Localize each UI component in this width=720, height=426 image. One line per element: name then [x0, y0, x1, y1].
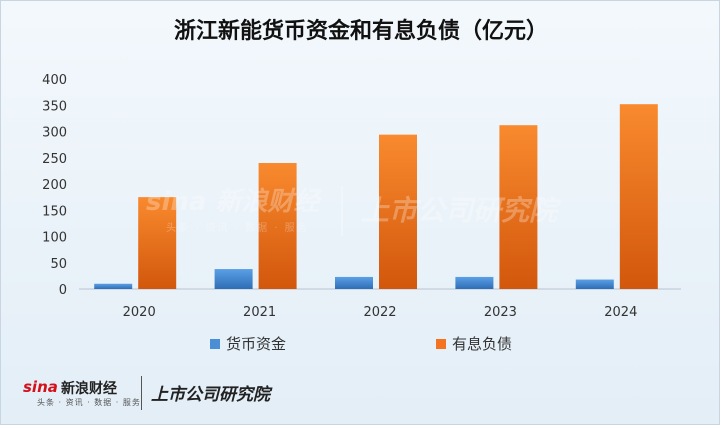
legend-item-cash: 货币资金	[209, 333, 286, 354]
logo-brand: 上市公司研究院	[151, 385, 270, 405]
bar-debt	[379, 134, 417, 289]
y-tick-label: 200	[42, 178, 67, 193]
x-tick-label: 2023	[484, 305, 517, 320]
logo-sina-wordmark: sina	[23, 378, 58, 396]
y-tick-label: 300	[42, 126, 67, 141]
chart-title: 浙江新能货币资金和有息负债（亿元）	[173, 19, 548, 44]
legend-item-debt: 有息负债	[436, 333, 512, 354]
bar-debt	[138, 197, 177, 289]
bar-cash	[214, 269, 253, 289]
y-tick-label: 250	[42, 152, 67, 167]
bar-cash	[575, 279, 614, 289]
logo-divider	[141, 376, 142, 410]
x-tick-label: 2020	[123, 305, 156, 320]
y-tick-label: 100	[42, 231, 67, 246]
bar-debt	[258, 163, 297, 289]
legend-swatch-cash	[209, 338, 220, 349]
legend-swatch-debt	[436, 338, 446, 349]
x-tick-label: 2024	[604, 305, 637, 320]
x-tick-label: 2021	[243, 305, 276, 320]
y-tick-label: 150	[42, 204, 67, 219]
legend-label-debt: 有息负债	[452, 335, 513, 353]
y-tick-label: 400	[42, 73, 67, 88]
y-tick-label: 350	[42, 99, 67, 114]
bar-debt	[619, 104, 658, 289]
y-tick-label: 0	[59, 283, 67, 298]
bar-cash	[335, 276, 373, 289]
x-tick-label: 2022	[363, 305, 396, 320]
bar-cash	[94, 283, 133, 289]
logo-sina-cn: 新浪财经	[61, 381, 117, 397]
chart-legend: 货币资金 有息负债	[1, 333, 720, 354]
y-tick-label: 50	[50, 257, 67, 272]
footer-logo: sina 新浪财经 头条 · 资讯 · 数据 · 服务 上市公司研究院	[23, 374, 283, 414]
bar-cash	[455, 276, 494, 289]
bar-debt	[499, 125, 538, 289]
legend-label-cash: 货币资金	[225, 335, 286, 353]
logo-subtitle: 头条 · 资讯 · 数据 · 服务	[37, 398, 141, 407]
